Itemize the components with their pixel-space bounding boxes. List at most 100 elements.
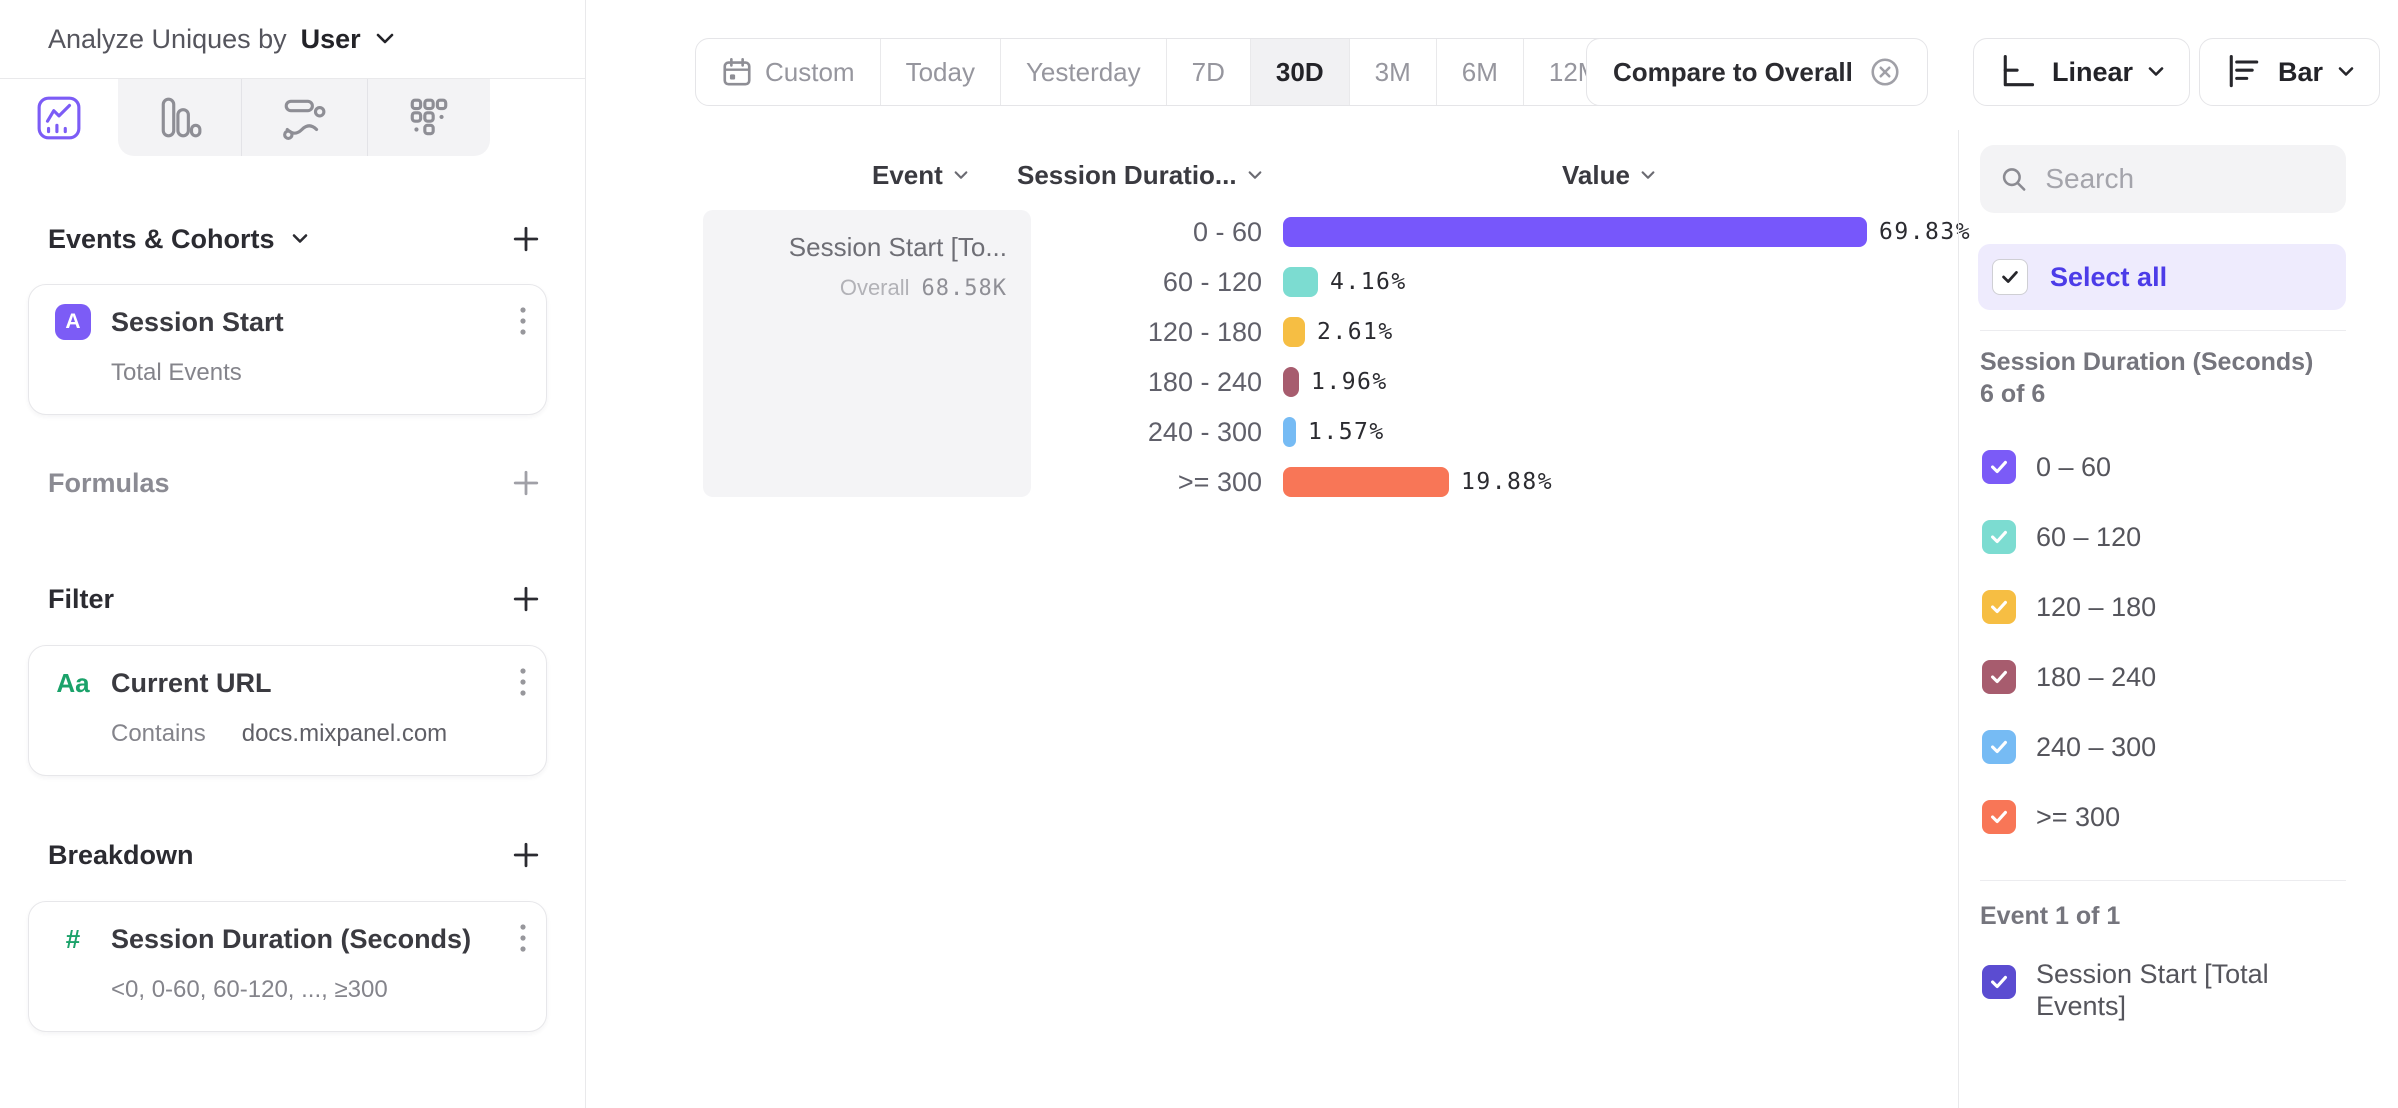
legend-checkbox[interactable] (1982, 800, 2016, 834)
filter-value[interactable]: docs.mixpanel.com (241, 720, 448, 747)
date-range-yesterday[interactable]: Yesterday (1001, 39, 1167, 105)
category-label: 240 - 300 (1147, 416, 1262, 447)
column-header-event-label: Event (872, 160, 943, 190)
add-filter-button[interactable] (512, 585, 540, 613)
add-formula-button[interactable] (512, 469, 540, 497)
value-label: 1.96% (1311, 369, 1388, 395)
legend-search[interactable] (1980, 145, 2346, 213)
search-icon (2002, 168, 2026, 191)
header-divider (0, 78, 586, 79)
breakdown-legend-item[interactable]: >= 300 (1982, 800, 2156, 834)
tab-separator (367, 79, 368, 156)
date-range-7d[interactable]: 7D (1167, 39, 1251, 105)
tab-flows[interactable] (241, 79, 367, 156)
breakdown-legend-item[interactable]: 0 – 60 (1982, 450, 2156, 484)
legend-checkbox[interactable] (1982, 660, 2016, 694)
legend-item-label: 180 – 240 (2036, 661, 2157, 692)
scale-label: Linear (2052, 56, 2134, 87)
breakdown-legend-item[interactable]: 60 – 120 (1982, 520, 2156, 554)
event-row-header[interactable]: Session Start [To... Overall 68.58K (703, 210, 1031, 497)
event-legend-item[interactable]: Session Start [Total Events] (1982, 958, 2334, 1022)
calendar-icon (723, 57, 751, 86)
event-card-title[interactable]: Session Start (111, 306, 284, 337)
report-header: Analyze Uniques by User (48, 0, 395, 78)
retention-grid-icon (410, 98, 447, 135)
chevron-down-icon[interactable] (291, 233, 309, 245)
search-input[interactable] (2043, 162, 2326, 196)
add-event-button[interactable] (512, 225, 540, 253)
event-card-subtitle[interactable]: Total Events (111, 359, 242, 386)
breakdown-legend-item[interactable]: 180 – 240 (1982, 660, 2156, 694)
kebab-menu-icon[interactable] (518, 922, 528, 956)
filter-operator[interactable]: Contains (111, 720, 206, 747)
chevron-down-icon (2148, 67, 2164, 76)
column-header-event[interactable]: Event (872, 160, 969, 191)
checkmark-icon (1991, 740, 2007, 754)
legend-checkbox[interactable] (1982, 965, 2016, 999)
kebab-menu-icon[interactable] (518, 666, 528, 700)
bar-segment[interactable] (1283, 217, 1867, 247)
tab-funnels[interactable] (118, 79, 241, 156)
legend-item-label: 120 – 180 (2036, 591, 2157, 622)
chart-row: 0 - 60 69.83% (1040, 207, 1971, 257)
chart-row: >= 300 19.88% (1040, 457, 1971, 507)
breakdown-legend-item[interactable]: 240 – 300 (1982, 730, 2156, 764)
legend-item-label: Session Start [Total Events] (2036, 959, 2269, 1021)
checkmark-icon (1991, 975, 2007, 989)
string-property-icon: Aa (56, 667, 90, 698)
sidebar-divider (585, 0, 586, 1108)
bar-segment[interactable] (1283, 317, 1305, 347)
legend-checkbox[interactable] (1982, 520, 2016, 554)
entity-selector[interactable]: User (300, 23, 361, 54)
event-card-session-start[interactable]: A Session Start Total Events (28, 284, 547, 415)
add-breakdown-button[interactable] (512, 841, 540, 869)
select-all-row[interactable]: Select all (1978, 244, 2346, 310)
chart-type-selector[interactable]: Bar (2199, 38, 2381, 106)
breakdown-section-title: Breakdown (48, 839, 194, 870)
legend-checkbox[interactable] (1982, 730, 2016, 764)
date-range-custom[interactable]: Custom (696, 39, 881, 105)
breakdown-card-title[interactable]: Session Duration (Seconds) (111, 923, 472, 954)
funnels-bars-icon (161, 97, 201, 137)
tab-retention[interactable] (367, 79, 490, 156)
compare-to-overall-chip[interactable]: Compare to Overall (1586, 38, 1928, 106)
category-label: 180 - 240 (1147, 366, 1262, 397)
bar-segment[interactable] (1283, 467, 1449, 497)
filter-card-current-url[interactable]: Aa Current URL Contains docs.mixpanel.co… (28, 645, 547, 776)
linear-scale-icon (2003, 55, 2035, 87)
date-range-toolbar: Custom Today Yesterday 7D 30D 3M 6M 12M (695, 38, 1626, 106)
category-label: 0 - 60 (1192, 216, 1262, 247)
checkmark-icon (1991, 600, 2007, 614)
breakdown-card-session-duration[interactable]: # Session Duration (Seconds) <0, 0-60, 6… (28, 901, 547, 1032)
legend-checkbox[interactable] (1982, 450, 2016, 484)
remove-compare-icon[interactable] (1869, 56, 1901, 88)
checkmark-icon (1991, 810, 2007, 824)
date-range-label: Today (905, 56, 975, 87)
bar-segment[interactable] (1283, 417, 1296, 447)
breakdown-card-subtitle[interactable]: <0, 0-60, 60-120, ..., ≥300 (111, 976, 388, 1003)
date-range-3m[interactable]: 3M (1350, 39, 1437, 105)
event-legend-list: Session Start [Total Events] (1982, 958, 2334, 1022)
overall-label: Overall (839, 275, 910, 300)
filter-section-title: Filter (48, 583, 115, 614)
date-range-30d[interactable]: 30D (1250, 39, 1350, 105)
legend-checkbox[interactable] (1982, 590, 2016, 624)
tab-insights[interactable] (0, 79, 118, 156)
category-label: 60 - 120 (1162, 266, 1262, 297)
bar-segment[interactable] (1283, 367, 1299, 397)
flows-icon (283, 99, 326, 140)
scale-selector[interactable]: Linear (1973, 38, 2191, 106)
date-range-6m[interactable]: 6M (1437, 39, 1524, 105)
breakdown-legend-item[interactable]: 120 – 180 (1982, 590, 2156, 624)
date-range-today[interactable]: Today (881, 39, 1001, 105)
column-header-value[interactable]: Value (1562, 160, 1656, 191)
kebab-menu-icon[interactable] (518, 305, 528, 339)
filter-card-title[interactable]: Current URL (111, 667, 272, 698)
value-label: 69.83% (1879, 219, 1972, 245)
column-header-breakdown[interactable]: Session Duratio... (1017, 160, 1263, 191)
insights-line-chart-icon (37, 96, 81, 139)
select-all-checkbox[interactable] (1992, 259, 2028, 295)
events-section-header: Events & Cohorts (48, 218, 540, 260)
chevron-down-icon[interactable] (375, 32, 395, 46)
bar-segment[interactable] (1283, 267, 1318, 297)
